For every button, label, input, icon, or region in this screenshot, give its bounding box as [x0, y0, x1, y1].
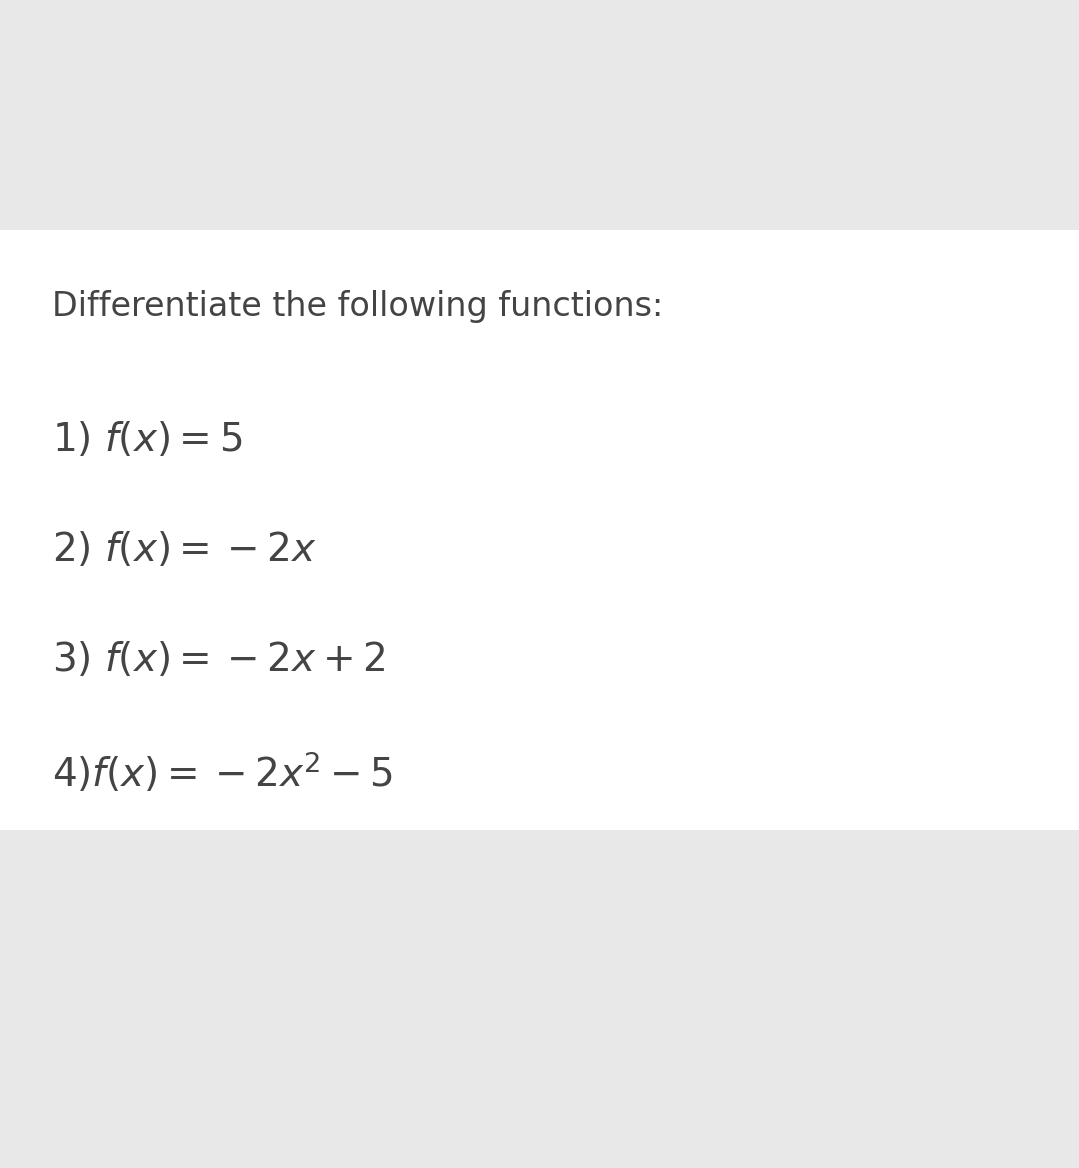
Text: 2) $f(x) = -2x$: 2) $f(x) = -2x$: [52, 530, 317, 569]
Text: 1) $f(x) = 5$: 1) $f(x) = 5$: [52, 420, 243, 459]
Text: 4)$f(x) = -2x^2 - 5$: 4)$f(x) = -2x^2 - 5$: [52, 750, 393, 794]
Text: Differentiate the following functions:: Differentiate the following functions:: [52, 290, 664, 324]
Text: 3) $f(x) = -2x + 2$: 3) $f(x) = -2x + 2$: [52, 640, 385, 679]
FancyBboxPatch shape: [0, 230, 1079, 830]
